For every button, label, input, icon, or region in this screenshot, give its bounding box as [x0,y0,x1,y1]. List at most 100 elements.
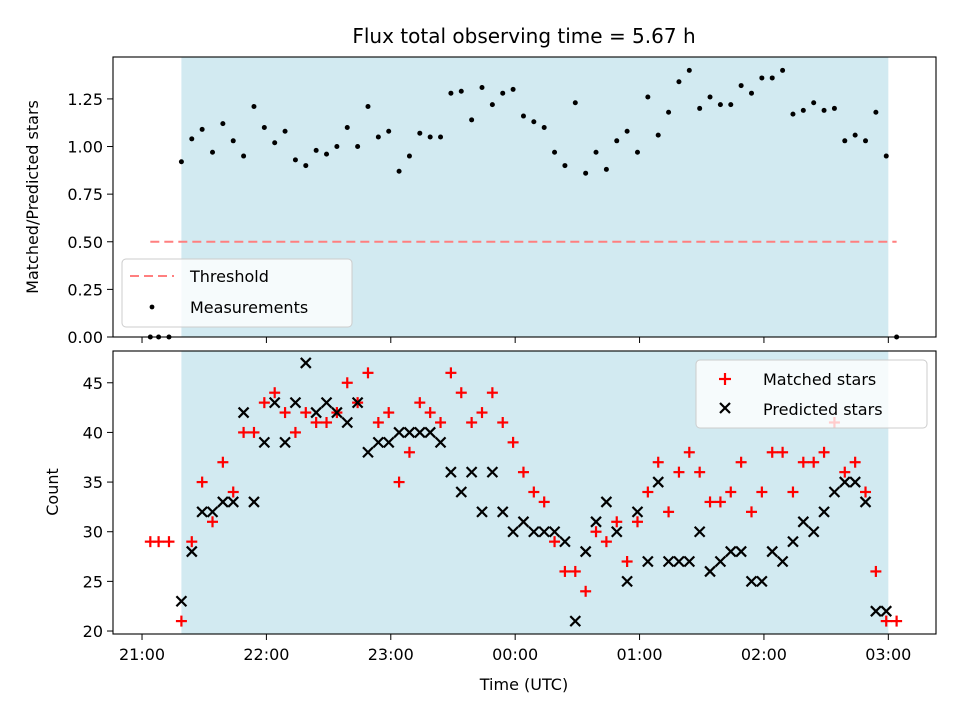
matched-star-point [196,476,208,488]
matched-star-point [891,615,903,627]
predicted-star-point [185,545,198,558]
matched-star-point [455,387,467,399]
matched-star-point [663,506,675,518]
predicted-star-point [175,595,188,608]
matched-star-point [528,486,540,498]
measurement-point [531,119,537,125]
matched-star-point [207,516,219,528]
measurement-point [241,153,247,159]
matched-star-point [860,486,872,498]
y-tick-label: 1.25 [67,90,103,109]
predicted-star-point [393,426,405,439]
matched-star-point [186,536,198,548]
measurement-point [324,151,330,157]
predicted-star-point [807,525,820,538]
measurement-point [520,113,526,119]
measurement-point [738,83,744,89]
x-tick-label: 01:00 [616,645,662,664]
predicted-star-point [631,506,644,518]
matched-star-point [372,416,384,428]
matched-star-point [631,516,643,528]
predicted-star-point [507,525,519,538]
measurement-point [863,138,869,144]
matched-star-point [704,496,716,508]
y-tick-label: 0.50 [67,233,103,252]
predicted-star-point [818,506,830,518]
y-tick-label: 20 [83,622,103,641]
measurement-point [759,75,765,81]
y-tick-label: 1.00 [67,138,103,157]
plot-frame [112,56,937,338]
legend-measurements-label: Measurements [190,298,308,317]
matched-star-point [248,426,260,438]
matched-star-point [175,615,187,627]
ratio-panel: Flux total observing time = 5.67 h Match… [23,24,937,347]
measurement-point [489,102,495,108]
measurement-point [344,124,350,130]
measurement-point [655,132,661,138]
legend-threshold-label: Threshold [189,267,269,286]
measurement-point [697,105,703,111]
matched-star-point [517,466,529,478]
predicted-star-point [445,466,457,478]
matched-star-point [435,416,447,428]
measurement-point [541,124,547,130]
y-axis-label: Count [43,468,62,516]
predicted-star-point [206,506,219,518]
measurement-point [458,88,464,94]
matched-star-point [621,556,633,568]
predicted-star-point [880,605,893,617]
measurement-point [282,128,288,134]
measurement-point [800,107,806,113]
legend-matched-label: Matched stars [763,370,876,389]
predicted-star-point [237,406,250,419]
predicted-star-point [859,496,872,508]
measurement-point [624,128,630,134]
matched-star-point [642,486,654,498]
measurement-point [634,149,640,155]
measurement-point [572,100,578,106]
predicted-star-point [756,575,768,588]
matched-star-point [414,397,426,409]
measurement-point [500,90,506,96]
predicted-star-point [289,396,302,409]
y-tick-label: 0.25 [67,280,103,299]
legend-measurements-swatch [149,304,155,310]
predicted-star-point [569,615,582,627]
predicted-star-point [414,426,426,439]
matched-star-point [258,397,270,409]
matched-star-point [300,407,312,419]
measurement-point [365,104,371,110]
predicted-star-point [610,525,623,538]
matched-star-point [538,496,550,508]
x-axis-ticks [141,337,889,343]
matched-star-point [797,456,809,468]
predicted-star-point [776,555,789,568]
predicted-star-point [496,506,509,518]
y-tick-label: 0.75 [67,185,103,204]
predicted-star-point [465,466,478,478]
measurement-point [552,149,558,155]
predicted-star-point [279,436,291,449]
measurement-points [147,67,900,340]
plot-frame [112,350,937,635]
matched-star-point [694,466,706,478]
legend-box [695,359,928,429]
measurement-point [780,67,786,73]
measurement-point [313,147,319,153]
matched-star-point [310,416,322,428]
legend: Matched stars Predicted stars [695,359,928,429]
measurement-point [427,134,433,140]
measurement-point [686,67,692,73]
predicted-star-point [787,535,799,548]
matched-star-point [238,426,250,438]
matched-star-point [590,526,602,538]
measurement-point [417,130,423,136]
count-panel: Count Time (UTC) 20 25 30 35 40 45 21:00 22:00… [43,350,937,694]
predicted-star-point [528,525,540,538]
measurement-point [230,138,236,144]
predicted-star-point [258,436,271,449]
predicted-star-point [476,506,488,518]
x-tick-label: 21:00 [119,645,165,664]
measurement-point [189,136,195,142]
